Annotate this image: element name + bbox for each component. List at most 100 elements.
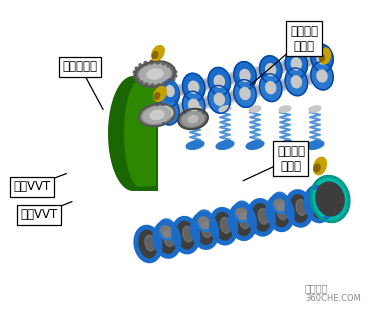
Ellipse shape [156, 60, 159, 64]
Ellipse shape [194, 215, 216, 247]
Ellipse shape [150, 110, 164, 120]
Ellipse shape [319, 54, 325, 62]
Ellipse shape [240, 70, 250, 81]
Ellipse shape [260, 74, 282, 102]
Ellipse shape [152, 45, 164, 60]
Ellipse shape [139, 81, 143, 84]
Ellipse shape [147, 69, 163, 79]
Ellipse shape [171, 67, 175, 70]
Ellipse shape [139, 64, 171, 84]
Ellipse shape [307, 188, 329, 220]
Ellipse shape [135, 78, 139, 81]
Ellipse shape [135, 67, 139, 70]
Ellipse shape [288, 193, 310, 224]
Ellipse shape [269, 197, 291, 229]
Ellipse shape [277, 204, 287, 220]
Ellipse shape [163, 83, 166, 86]
Ellipse shape [156, 224, 178, 255]
Ellipse shape [214, 75, 225, 87]
Ellipse shape [258, 208, 269, 224]
Ellipse shape [188, 115, 198, 123]
Ellipse shape [175, 219, 197, 251]
Ellipse shape [178, 109, 208, 129]
Ellipse shape [279, 106, 291, 112]
Ellipse shape [249, 106, 261, 112]
Ellipse shape [162, 80, 178, 102]
Ellipse shape [182, 91, 205, 119]
Ellipse shape [240, 87, 250, 100]
Ellipse shape [143, 107, 171, 123]
Ellipse shape [250, 202, 273, 233]
Text: 卡车之家: 卡车之家 [305, 283, 329, 293]
Text: 排气VVT: 排气VVT [13, 180, 50, 193]
Ellipse shape [317, 70, 327, 82]
Ellipse shape [208, 86, 231, 113]
Ellipse shape [246, 141, 264, 149]
Ellipse shape [306, 141, 324, 149]
Ellipse shape [291, 76, 301, 88]
Ellipse shape [157, 84, 160, 88]
Ellipse shape [157, 79, 179, 107]
Ellipse shape [163, 87, 173, 99]
Text: 凸轮转角
传感器: 凸轮转角 传感器 [290, 25, 318, 53]
Text: 进气VVT: 进气VVT [21, 208, 58, 221]
Ellipse shape [234, 80, 256, 107]
Ellipse shape [135, 61, 175, 87]
Ellipse shape [150, 60, 153, 64]
Ellipse shape [137, 228, 159, 260]
Ellipse shape [231, 206, 254, 238]
Ellipse shape [216, 141, 234, 149]
Ellipse shape [164, 231, 174, 247]
Ellipse shape [186, 141, 204, 149]
Ellipse shape [171, 77, 175, 81]
Ellipse shape [154, 86, 166, 101]
Ellipse shape [198, 212, 212, 230]
Ellipse shape [151, 84, 154, 88]
Ellipse shape [319, 48, 330, 64]
Ellipse shape [314, 164, 320, 172]
Ellipse shape [315, 195, 325, 211]
Ellipse shape [208, 67, 231, 95]
Ellipse shape [133, 75, 137, 77]
Ellipse shape [139, 104, 175, 126]
Ellipse shape [189, 81, 199, 93]
Ellipse shape [276, 141, 294, 149]
Ellipse shape [157, 97, 179, 125]
Polygon shape [108, 76, 158, 191]
Ellipse shape [285, 50, 307, 78]
Ellipse shape [160, 220, 174, 239]
Ellipse shape [266, 64, 276, 76]
Ellipse shape [220, 217, 231, 233]
Ellipse shape [273, 194, 287, 212]
Ellipse shape [189, 99, 199, 111]
Ellipse shape [163, 105, 173, 117]
Ellipse shape [133, 71, 137, 74]
Ellipse shape [296, 200, 306, 216]
Ellipse shape [139, 64, 142, 67]
Ellipse shape [291, 58, 301, 70]
Ellipse shape [145, 235, 155, 251]
Ellipse shape [154, 93, 160, 99]
Ellipse shape [314, 157, 326, 175]
Ellipse shape [212, 210, 235, 242]
Ellipse shape [152, 52, 158, 58]
Ellipse shape [167, 64, 171, 67]
Ellipse shape [189, 106, 201, 112]
Ellipse shape [317, 52, 327, 64]
Ellipse shape [260, 56, 282, 84]
Ellipse shape [266, 82, 276, 94]
Ellipse shape [173, 74, 177, 77]
Ellipse shape [214, 93, 225, 105]
Ellipse shape [311, 176, 349, 222]
Ellipse shape [182, 73, 205, 101]
Text: 机油控制阀: 机油控制阀 [63, 60, 98, 73]
Ellipse shape [173, 70, 177, 73]
Ellipse shape [234, 62, 256, 89]
Ellipse shape [201, 222, 212, 238]
Ellipse shape [316, 182, 344, 216]
Ellipse shape [166, 86, 174, 96]
Ellipse shape [144, 62, 147, 65]
Ellipse shape [182, 112, 204, 126]
Ellipse shape [162, 61, 166, 65]
Ellipse shape [239, 213, 250, 229]
